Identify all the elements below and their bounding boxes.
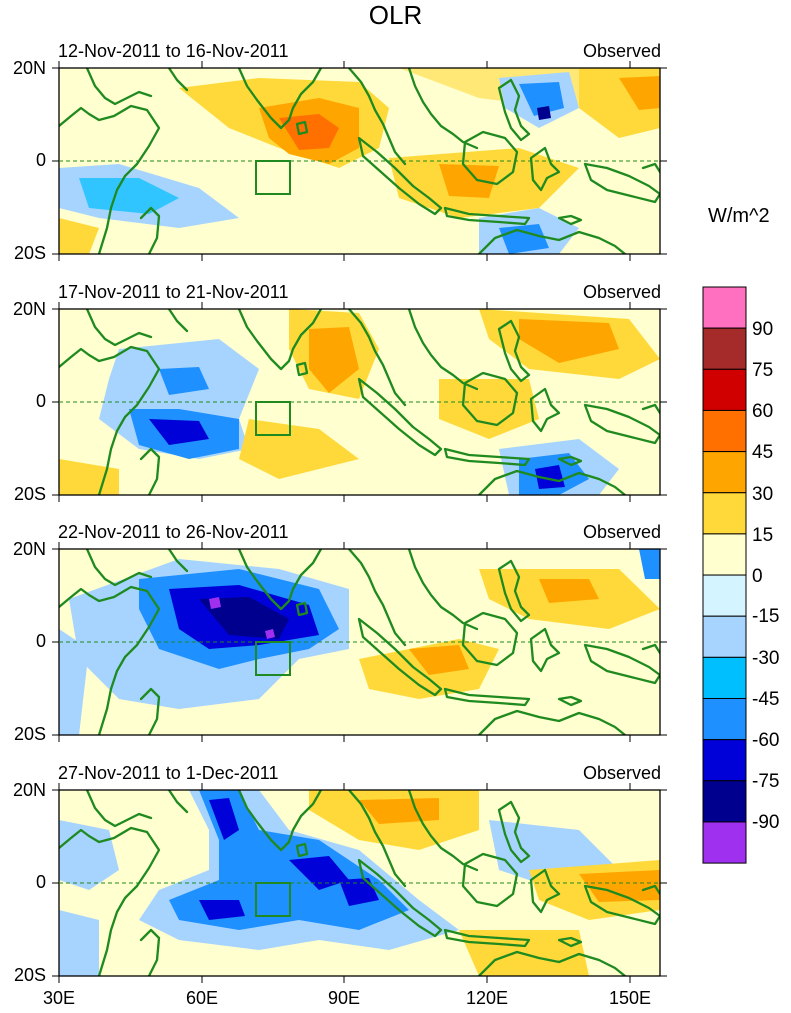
colorbar-label-m45: -45 (752, 689, 780, 710)
panel-3-lat-0: 0 (35, 631, 46, 651)
colorbar-label-m90: -90 (752, 812, 780, 833)
colorbar-swatch (702, 327, 747, 370)
panel-3-label: Observed (582, 522, 661, 542)
panel-2-label: Observed (582, 282, 661, 302)
lon-60e: 60E (185, 988, 219, 1008)
panel-3-period: 22-Nov-2011 to 26-Nov-2011 (58, 522, 289, 542)
panel-1-lat-20n: 20N (12, 58, 46, 78)
colorbar-swatch (702, 533, 747, 576)
panel-1-lat-20s: 20S (13, 243, 46, 263)
colorbar-swatch (702, 574, 747, 617)
panel-4-lat-20s: 20S (13, 965, 46, 985)
panel-3-lat-20s: 20S (13, 724, 46, 744)
colorbar-label-60: 60 (752, 401, 774, 422)
colorbar-label-75: 75 (752, 360, 774, 381)
colorbar-swatch (702, 821, 747, 864)
colorbar-label-0: 0 (752, 566, 763, 587)
panel-2-lat-20n: 20N (12, 299, 46, 319)
colorbar-label-90: 90 (752, 319, 774, 340)
lon-120e: 120E (465, 988, 509, 1008)
panel-2-period: 17-Nov-2011 to 21-Nov-2011 (58, 282, 289, 302)
panel-1-map (59, 68, 660, 254)
colorbar-swatch (702, 698, 747, 741)
colorbar-label-15: 15 (752, 525, 774, 546)
colorbar-swatch (702, 492, 747, 535)
panel-2-lat-20s: 20S (13, 484, 46, 504)
colorbar-swatch (702, 615, 747, 658)
lon-90e: 90E (327, 988, 361, 1008)
colorbar-label-m30: -30 (752, 648, 780, 669)
colorbar-swatch (702, 451, 747, 494)
lon-150e: 150E (608, 988, 652, 1008)
figure-title: OLR (368, 0, 423, 30)
panel-4-period: 27-Nov-2011 to 1-Dec-2011 (58, 763, 279, 783)
panel-4-lat-20n: 20N (12, 780, 46, 800)
panel-3-lat-20n: 20N (12, 539, 46, 559)
colorbar-label-m60: -60 (752, 730, 780, 751)
colorbar-swatch (702, 780, 747, 823)
colorbar-label-m75: -75 (752, 771, 780, 792)
colorbar-label-m15: -15 (752, 606, 780, 627)
colorbar-label-30: 30 (752, 484, 774, 505)
colorbar (702, 286, 747, 864)
panel-4-map (59, 790, 660, 976)
panel-4-label: Observed (582, 763, 661, 783)
colorbar-swatch (702, 286, 747, 329)
panel-3-map (59, 549, 660, 735)
colorbar-swatch (702, 739, 747, 782)
colorbar-swatch (702, 368, 747, 411)
colorbar-swatch (702, 409, 747, 453)
panel-4-lat-0: 0 (35, 872, 46, 892)
panel-1-label: Observed (582, 41, 661, 61)
panel-1-period: 12-Nov-2011 to 16-Nov-2011 (58, 41, 289, 61)
panel-1-lat-0: 0 (35, 150, 46, 170)
colorbar-label-45: 45 (752, 442, 774, 463)
panel-2-lat-0: 0 (35, 391, 46, 411)
colorbar-swatch (702, 656, 747, 699)
lon-30e: 30E (42, 988, 76, 1008)
panel-2-map (59, 309, 660, 495)
colorbar-units: W/m^2 (708, 205, 770, 227)
